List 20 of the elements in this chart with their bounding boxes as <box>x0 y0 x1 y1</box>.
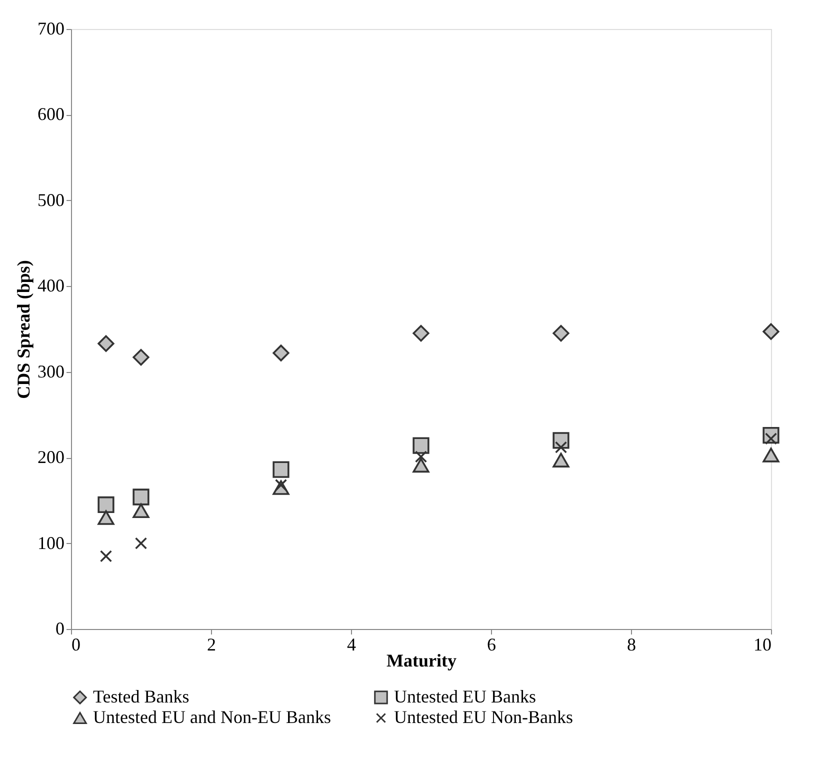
x-tick-label: 10 <box>754 634 772 654</box>
legend-label: Untested EU Non-Banks <box>394 707 573 727</box>
y-tick-label: 300 <box>38 361 64 382</box>
y-axis-title: CDS Spread (bps) <box>14 260 34 399</box>
y-tick-label: 600 <box>38 104 64 124</box>
y-tick-label: 400 <box>38 276 64 296</box>
x-axis-title: Maturity <box>386 650 456 670</box>
x-tick-label: 4 <box>347 634 356 654</box>
x-tick-label: 8 <box>627 634 636 654</box>
legend-label: Untested EU Banks <box>394 686 536 706</box>
x-tick-label: 6 <box>487 634 496 654</box>
legend-label: Untested EU and Non-EU Banks <box>93 707 331 727</box>
y-tick-label: 0 <box>56 618 64 638</box>
y-tick-label: 500 <box>38 190 64 210</box>
x-tick-label: 0 <box>72 634 80 654</box>
y-tick-label: 700 <box>38 18 64 38</box>
y-tick-label: 100 <box>38 532 64 553</box>
x-tick-label: 2 <box>207 634 216 654</box>
y-tick-label: 200 <box>38 447 64 468</box>
legend-label: Tested Banks <box>93 686 190 706</box>
